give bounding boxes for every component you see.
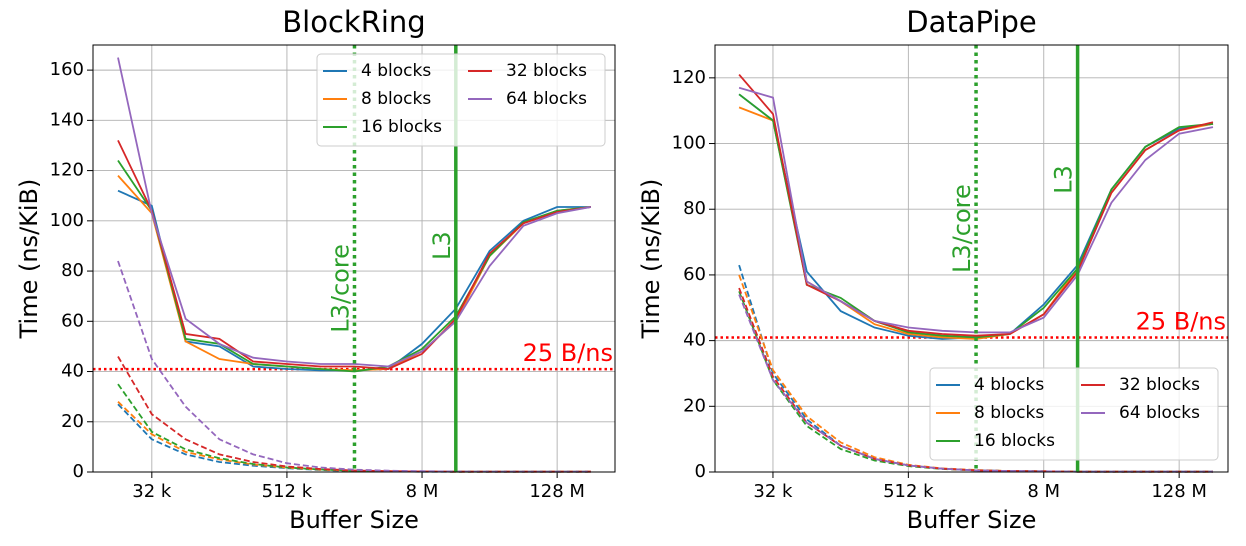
plot-frame <box>92 44 616 473</box>
legend-label: 4 blocks <box>361 61 431 81</box>
x-tick-label: 8 M <box>406 481 439 502</box>
x-tick-label: 512 k <box>262 481 313 502</box>
legend-label: 32 blocks <box>506 61 587 81</box>
legend-label: 16 blocks <box>974 431 1055 451</box>
y-tick-label: 20 <box>683 395 706 416</box>
cache-label: L3 <box>1050 165 1078 194</box>
y-tick-label: 120 <box>50 160 84 181</box>
y-axis-label: Time (ns/KiB) <box>15 179 43 340</box>
series-line <box>117 140 592 370</box>
legend-label: 16 blocks <box>361 117 442 137</box>
y-tick-label: 60 <box>683 264 706 285</box>
threshold-label: 25 B/ns <box>523 339 613 367</box>
y-tick-label: 40 <box>683 330 706 351</box>
legend-label: 32 blocks <box>1119 375 1200 395</box>
subplot: DataPipe 0 20 40 60 80 100 120 32 k 512 k 8 M 128 M… <box>637 5 1229 534</box>
y-tick-label: 0 <box>695 461 706 482</box>
cache-label: L3 <box>428 231 456 260</box>
chart-title: BlockRing <box>282 5 425 39</box>
y-tick-label: 20 <box>61 411 84 432</box>
legend-label: 64 blocks <box>506 89 587 109</box>
x-tick-label: 128 M <box>529 481 585 502</box>
legend-label: 8 blocks <box>361 89 431 109</box>
legend-box <box>929 367 1219 461</box>
threshold-label: 25 B/ns <box>1136 307 1226 335</box>
y-tick-label: 0 <box>73 461 84 482</box>
dashed-line <box>738 294 1213 473</box>
x-tick-label: 32 k <box>132 481 172 502</box>
y-tick-label: 40 <box>61 361 84 382</box>
y-tick-label: 100 <box>672 133 706 154</box>
series-line <box>738 93 1214 339</box>
plot-frame <box>714 44 1229 473</box>
series-line <box>117 57 592 368</box>
dashed-line <box>117 356 591 473</box>
legend-label: 8 blocks <box>974 403 1044 423</box>
y-tick-label: 100 <box>50 210 84 231</box>
y-tick-label: 80 <box>61 260 84 281</box>
series-line <box>738 74 1214 337</box>
x-tick-label: 8 M <box>1027 481 1060 502</box>
cache-label: L3/core <box>326 244 354 333</box>
x-axis-label: Buffer Size <box>907 506 1037 534</box>
y-tick-label: 60 <box>61 310 84 331</box>
x-tick-label: 128 M <box>1151 481 1207 502</box>
chart-title: DataPipe <box>906 5 1036 39</box>
x-tick-label: 32 k <box>753 481 793 502</box>
y-tick-label: 80 <box>683 198 706 219</box>
legend-box <box>316 53 606 147</box>
y-tick-label: 120 <box>672 67 706 88</box>
cache-label: L3/core <box>948 184 976 273</box>
subplot: BlockRing 0 20 40 60 80 100 120 140 160 32 k 512 k 8… <box>15 5 616 534</box>
legend-label: 64 blocks <box>1119 403 1200 423</box>
y-tick-label: 140 <box>50 109 84 130</box>
legend-label: 4 blocks <box>974 375 1044 395</box>
y-axis-label: Time (ns/KiB) <box>637 179 665 340</box>
x-tick-label: 512 k <box>883 481 934 502</box>
x-axis-label: Buffer Size <box>289 506 419 534</box>
y-tick-label: 160 <box>50 59 84 80</box>
